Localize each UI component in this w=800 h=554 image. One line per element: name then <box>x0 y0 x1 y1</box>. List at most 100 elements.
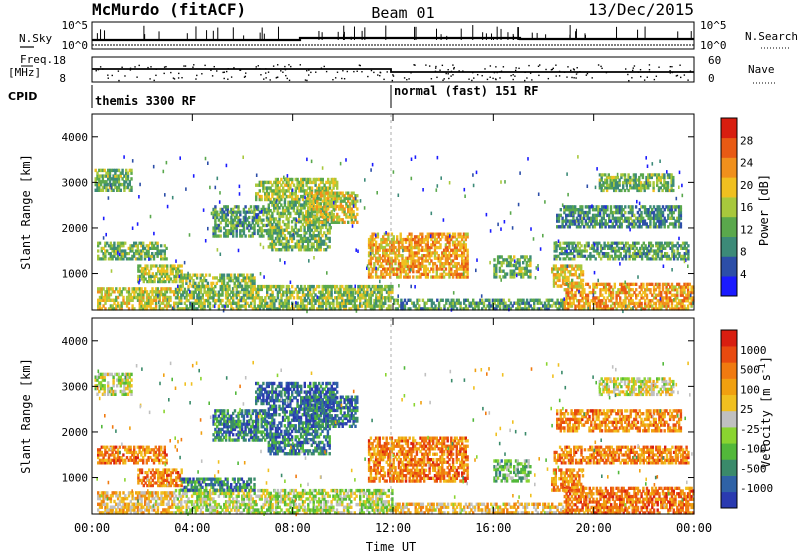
heatmap-cell <box>135 295 138 300</box>
heatmap-cell <box>556 225 559 229</box>
heatmap-cell <box>629 301 633 306</box>
heatmap-cell <box>149 246 152 250</box>
heatmap-cell <box>680 257 683 261</box>
heatmap-cell <box>276 192 279 196</box>
heatmap-cell <box>685 282 688 286</box>
heatmap-cell <box>334 183 337 187</box>
heatmap-cell <box>667 282 670 286</box>
heatmap-cell <box>124 254 127 258</box>
heatmap-cell <box>580 244 583 248</box>
heatmap-cell <box>316 212 319 217</box>
heatmap-cell <box>505 272 509 276</box>
heatmap-cell <box>464 304 468 308</box>
heatmap-cell <box>450 270 453 274</box>
heatmap-cell <box>326 287 330 292</box>
heatmap-cell <box>461 245 464 250</box>
heatmap-cell <box>102 304 105 308</box>
heatmap-cell <box>635 282 638 286</box>
heatmap-cell <box>308 211 312 216</box>
heatmap-cell <box>441 235 444 239</box>
heatmap-cell <box>235 205 238 209</box>
heatmap-cell <box>249 290 253 294</box>
heatmap-cell <box>230 301 233 305</box>
heatmap-cell <box>230 296 233 300</box>
heatmap-cell <box>330 199 333 203</box>
heatmap-cell <box>645 285 649 289</box>
heatmap-cell <box>328 231 331 235</box>
heatmap-cell <box>552 273 556 277</box>
heatmap-cell <box>658 288 661 292</box>
heatmap-cell <box>149 307 152 311</box>
heatmap-cell <box>201 307 204 311</box>
heatmap-cell <box>190 276 193 280</box>
heatmap-cell <box>567 307 570 311</box>
heatmap-cell <box>352 202 355 206</box>
heatmap-cell <box>640 304 643 308</box>
nave-dot <box>225 70 228 73</box>
heatmap-cell <box>332 284 335 289</box>
heatmap-cell <box>466 235 469 239</box>
nave-dot <box>223 71 226 73</box>
heatmap-cell <box>437 232 440 236</box>
heatmap-cell <box>397 254 401 258</box>
heatmap-cell <box>160 307 163 311</box>
heatmap-cell <box>406 235 410 239</box>
heatmap-cell <box>657 188 661 193</box>
heatmap-cell <box>418 298 421 302</box>
heatmap-cell <box>383 251 387 255</box>
heatmap-cell <box>164 264 167 268</box>
nsky-label: N.Sky <box>19 32 52 45</box>
nave-dot <box>441 64 444 67</box>
heatmap-cell <box>525 307 529 311</box>
heatmap-cell <box>574 296 577 300</box>
heatmap-cell <box>561 281 565 285</box>
heatmap-cell <box>255 296 258 300</box>
heatmap-cell <box>180 296 183 300</box>
nave-dot <box>563 71 566 73</box>
heatmap-cell <box>373 298 376 303</box>
heatmap-cell <box>226 205 229 209</box>
heatmap-cell <box>629 299 633 303</box>
heatmap-cell <box>656 244 660 248</box>
heatmap-cell <box>301 211 304 216</box>
heatmap-cell <box>672 244 676 248</box>
heatmap-cell <box>678 254 681 258</box>
heatmap-cell <box>294 231 297 235</box>
heatmap-cell <box>240 273 244 277</box>
heatmap-cell <box>580 281 583 285</box>
heatmap-cell <box>681 304 684 308</box>
heatmap-cell <box>623 246 626 250</box>
heatmap-cell <box>529 304 532 308</box>
heatmap-cell <box>109 244 112 248</box>
heatmap-cell <box>439 262 442 266</box>
heatmap-cell <box>321 220 324 224</box>
heatmap-cell <box>131 246 134 250</box>
heatmap-cell <box>407 307 410 311</box>
heatmap-cell <box>525 269 528 273</box>
heatmap-cell <box>308 191 312 195</box>
heatmap-cell <box>262 234 265 238</box>
heatmap-cell <box>660 296 663 300</box>
nave-dot <box>255 66 257 68</box>
heatmap-cell <box>390 248 394 252</box>
heatmap-cell <box>330 210 333 214</box>
heatmap-cell <box>264 192 267 196</box>
heatmap-cell <box>330 194 333 198</box>
heatmap-cell <box>217 298 221 303</box>
heatmap-cell <box>448 245 451 250</box>
heatmap-cell <box>138 295 141 300</box>
heatmap-cell <box>586 293 590 297</box>
heatmap-cell <box>164 269 167 273</box>
heatmap-cell <box>613 183 616 187</box>
heatmap-cell <box>300 307 303 311</box>
heatmap-cell <box>572 273 576 277</box>
heatmap-cell <box>343 212 346 217</box>
heatmap-cell <box>140 244 143 248</box>
heatmap-cell <box>461 237 464 242</box>
heatmap-cell <box>586 282 590 286</box>
nave-dot <box>216 70 218 72</box>
heatmap-cell <box>327 207 330 211</box>
heatmap-cell <box>413 240 417 244</box>
heatmap-cell <box>301 287 305 292</box>
heatmap-cell <box>167 295 170 300</box>
